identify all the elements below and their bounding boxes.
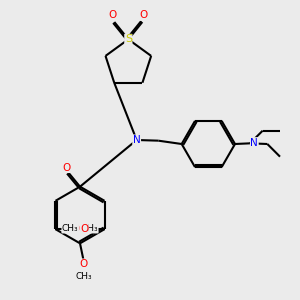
Text: CH₃: CH₃ [76, 272, 92, 281]
Text: N: N [133, 135, 140, 145]
Text: CH₃: CH₃ [82, 224, 98, 233]
Text: S: S [125, 34, 132, 44]
Text: O: O [80, 224, 88, 233]
Text: O: O [109, 10, 117, 20]
Text: O: O [140, 10, 148, 20]
Text: CH₃: CH₃ [62, 224, 79, 233]
Text: O: O [63, 163, 71, 172]
Text: O: O [80, 259, 88, 269]
Text: O: O [72, 224, 80, 233]
Text: N: N [250, 138, 258, 148]
